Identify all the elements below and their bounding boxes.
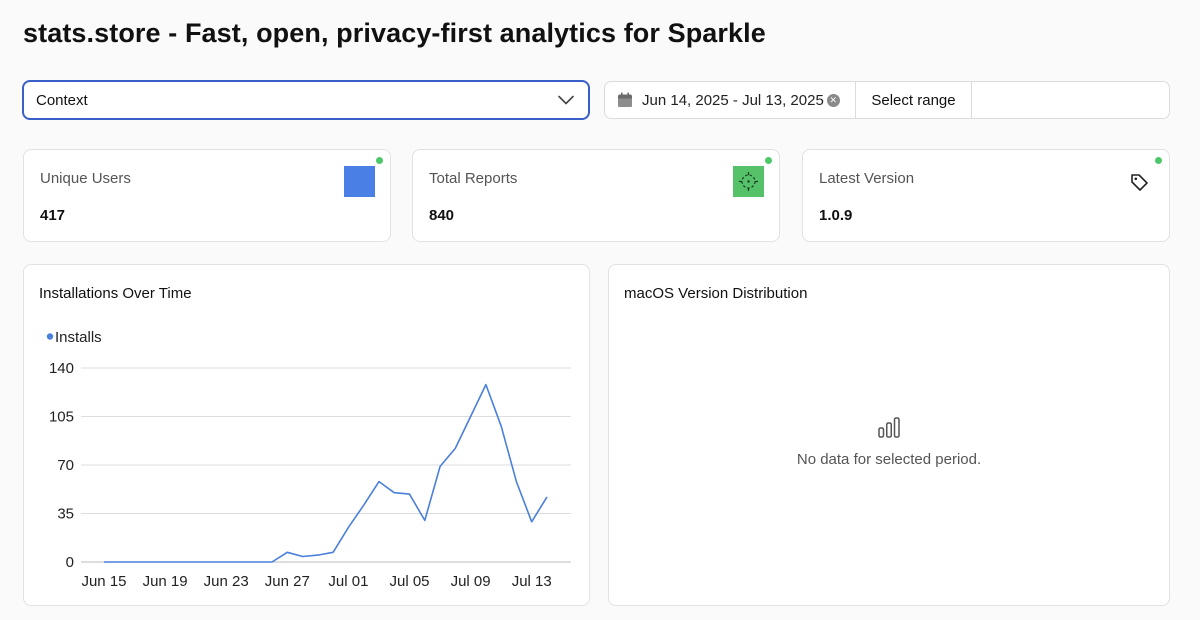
legend-label: Installs: [55, 329, 102, 346]
context-select[interactable]: Context: [22, 80, 590, 120]
x-tick-label: Jun 27: [265, 573, 310, 590]
x-tick-label: Jun 15: [81, 573, 126, 590]
stat-value: 840: [429, 207, 455, 224]
y-tick-label: 0: [66, 554, 74, 571]
stat-card-total-reports: Total Reports 840: [412, 149, 780, 242]
x-tick-label: Jun 23: [204, 573, 249, 590]
y-tick-label: 35: [57, 506, 74, 523]
installs-series-line: [104, 383, 548, 563]
context-select-value: Context: [36, 91, 88, 109]
empty-state: No data for selected period.: [609, 415, 1169, 468]
calendar-icon: [618, 92, 632, 107]
x-tick-label: Jul 09: [451, 573, 491, 590]
stat-value: 417: [40, 207, 66, 224]
stat-label: Unique Users: [40, 170, 131, 187]
stat-card-latest-version: Latest Version 1.0.9: [802, 149, 1170, 242]
status-dot: [765, 157, 772, 164]
stat-label: Latest Version: [819, 170, 915, 187]
x-tick-label: Jul 13: [512, 573, 552, 590]
chevron-down-icon: [558, 95, 574, 105]
stat-label: Total Reports: [429, 170, 518, 187]
installations-panel-title: Installations Over Time: [39, 285, 192, 302]
stat-value: 1.0.9: [819, 207, 853, 224]
date-range-extra: [972, 82, 1169, 118]
page-title: stats.store - Fast, open, privacy-first …: [23, 18, 766, 48]
legend-dot: [46, 333, 54, 340]
empty-message: No data for selected period.: [796, 451, 982, 468]
date-range-field[interactable]: Jun 14, 2025 - Jul 13, 2025 ✕: [605, 82, 856, 118]
installations-chart: 0 35 70 105 140 Jun 15 Jun 19 Jun 23 Jun 27 Jul …: [46, 329, 571, 590]
y-tick-label: 140: [49, 360, 74, 377]
crosshair-icon: [733, 166, 764, 197]
macos-panel: macOS Version Distribution No data for s…: [608, 264, 1170, 606]
select-range-button[interactable]: Select range: [856, 82, 972, 118]
tag-icon: [1131, 174, 1148, 191]
date-range-group: Jun 14, 2025 - Jul 13, 2025 ✕ Select ran…: [604, 81, 1170, 119]
bar-chart-icon: [878, 417, 900, 438]
blue-square-icon: [344, 166, 375, 197]
status-dot: [1155, 157, 1162, 164]
stat-card-unique-users: Unique Users 417: [23, 149, 391, 242]
x-tick-label: Jul 01: [328, 573, 368, 590]
y-tick-label: 70: [57, 457, 74, 474]
macos-panel-title: macOS Version Distribution: [624, 285, 808, 302]
x-tick-label: Jul 05: [390, 573, 430, 590]
clear-icon[interactable]: ✕: [826, 93, 840, 107]
x-tick-label: Jun 19: [143, 573, 188, 590]
status-dot: [376, 157, 383, 164]
y-tick-label: 105: [49, 409, 74, 426]
date-range-value: Jun 14, 2025 - Jul 13, 2025: [642, 91, 824, 109]
installations-panel: Installations Over Time 0 35 70 105 140 Jun …: [23, 264, 590, 606]
